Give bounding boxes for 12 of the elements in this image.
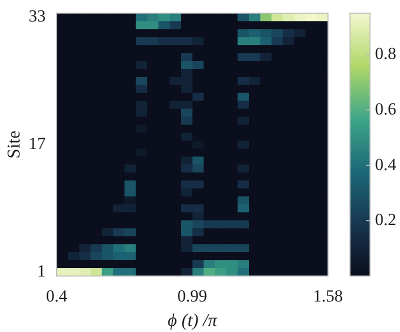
x-tick-label: 0.4 [46, 286, 68, 306]
color-bar-label: 0.4 [375, 154, 397, 174]
y-tick-label: 17 [28, 134, 46, 154]
x-tick-label: 0.99 [177, 286, 208, 306]
x-tick-label: 1.58 [313, 286, 343, 306]
color-bar-label: 0.2 [375, 210, 396, 230]
y-tick-label: 33 [28, 6, 46, 26]
y-tick-label: 1 [37, 261, 46, 280]
x-axis-title: ϕ (t) /π [168, 310, 218, 330]
y-axis-title: Site [4, 130, 24, 159]
color-bar-label: 0.6 [375, 99, 396, 118]
color-bar-label: 0.8 [375, 44, 396, 64]
